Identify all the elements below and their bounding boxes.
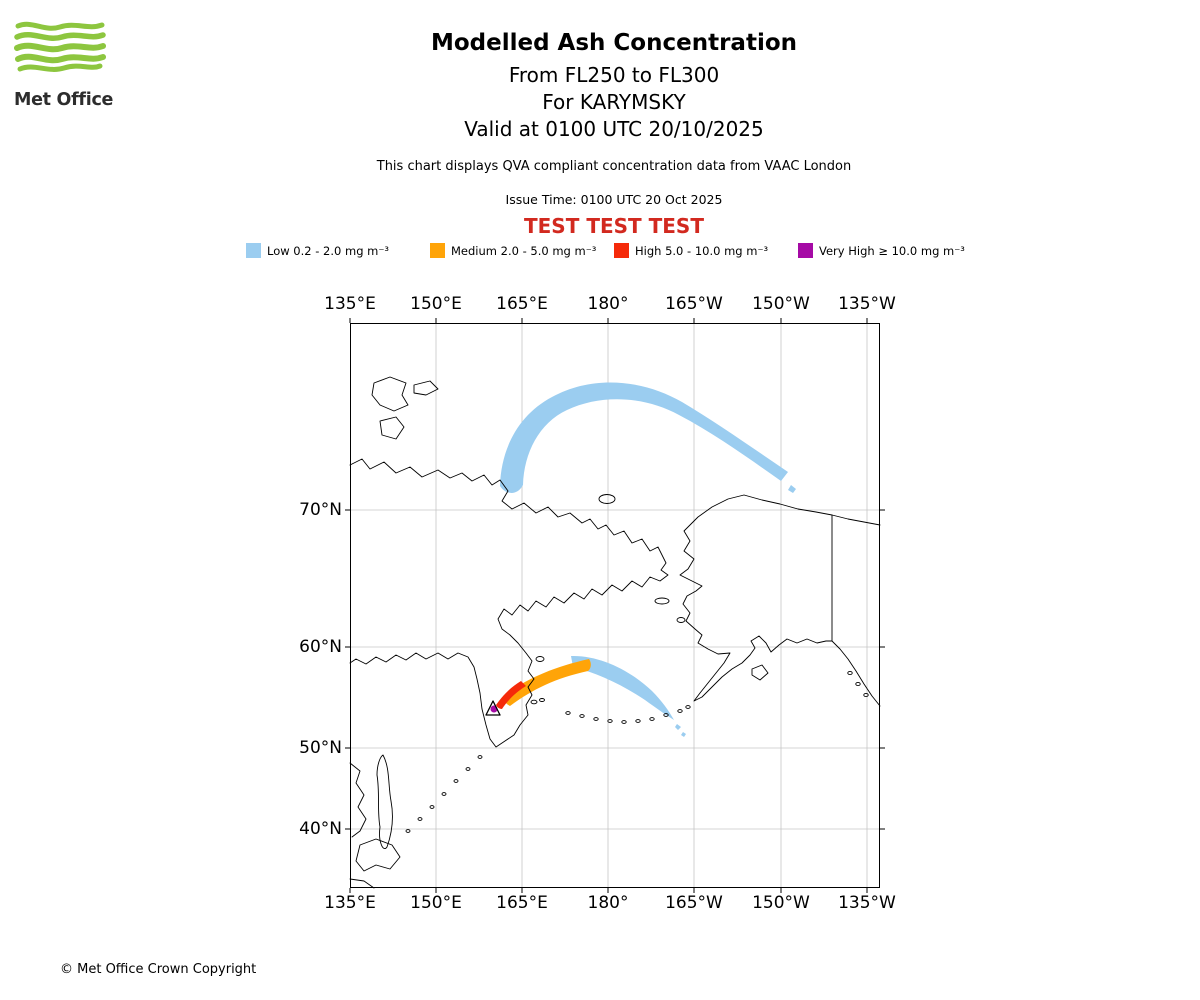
islands-panhandle <box>847 670 869 698</box>
x-tick-label-bottom: 180° <box>587 893 629 913</box>
legend-label-medium: Medium 2.0 - 5.0 mg m⁻³ <box>451 243 597 258</box>
compliance-note: This chart displays QVA compliant concen… <box>376 159 852 174</box>
x-tick-label-bottom: 135°W <box>838 893 896 913</box>
legend-label-high: High 5.0 - 10.0 mg m⁻³ <box>635 243 769 258</box>
graticule-grid <box>350 323 880 888</box>
page-title: Modelled Ash Concentration <box>430 30 798 56</box>
met-office-wordmark: Met Office <box>14 90 114 110</box>
legend-item-very-high: Very High ≥ 10.0 mg m⁻³ <box>798 243 982 258</box>
islands-aleutian-chain <box>565 705 691 724</box>
island-new-siberian <box>371 376 439 440</box>
ash-map <box>345 318 885 893</box>
map-frame <box>350 323 880 888</box>
plume-medium-main <box>503 659 591 706</box>
x-tick-label-top: 165°E <box>496 294 548 314</box>
volcano-marker-icon <box>485 700 501 716</box>
legend-swatch-high-icon <box>614 243 629 258</box>
island-karaginsky <box>535 656 545 662</box>
y-tick-label: 40°N <box>299 819 342 839</box>
legend-label-very-high: Very High ≥ 10.0 mg m⁻³ <box>819 243 965 258</box>
island-wrangel <box>598 494 616 504</box>
flight-levels-subtitle: From FL250 to FL300 <box>508 63 720 87</box>
coast-alaska <box>679 494 881 707</box>
plume-high-main <box>496 681 526 709</box>
x-tick-label-top: 135°E <box>324 294 376 314</box>
island-nunivak <box>676 617 686 623</box>
x-tick-label-top: 135°W <box>838 294 896 314</box>
coast-far-east <box>349 762 367 838</box>
x-tick-label-top: 150°W <box>752 294 810 314</box>
y-tick-label: 50°N <box>299 738 342 758</box>
legend-item-high: High 5.0 - 10.0 mg m⁻³ <box>614 243 798 258</box>
x-tick-label-top: 150°E <box>410 294 462 314</box>
legend-label-low: Low 0.2 - 2.0 mg m⁻³ <box>267 243 390 258</box>
plume-low-arctic <box>500 382 796 493</box>
islands-kuril-chain <box>405 755 483 833</box>
coastlines <box>349 376 881 889</box>
met-office-logo <box>14 18 124 80</box>
valid-time-subtitle: Valid at 0100 UTC 20/10/2025 <box>464 117 764 141</box>
ash-map-canvas <box>345 318 885 893</box>
x-tick-label-bottom: 150°W <box>752 893 810 913</box>
x-tick-label-top: 165°W <box>665 294 723 314</box>
x-tick-label-top: 180° <box>587 294 629 314</box>
issue-time: Issue Time: 0100 UTC 20 Oct 2025 <box>505 192 723 207</box>
x-tick-label-bottom: 165°W <box>665 893 723 913</box>
concentration-legend: Low 0.2 - 2.0 mg m⁻³ Medium 2.0 - 5.0 mg… <box>28 243 1200 258</box>
island-kodiak <box>751 664 769 681</box>
island-hokkaido <box>355 838 401 872</box>
copyright-notice: © Met Office Crown Copyright <box>60 962 257 977</box>
met-office-waves-icon <box>14 21 106 72</box>
island-sakhalin <box>376 754 393 849</box>
x-tick-label-bottom: 135°E <box>324 893 376 913</box>
x-tick-label-bottom: 150°E <box>410 893 462 913</box>
legend-swatch-medium-icon <box>430 243 445 258</box>
x-tick-label-bottom: 165°E <box>496 893 548 913</box>
legend-swatch-very-high-icon <box>798 243 813 258</box>
coast-honshu <box>349 878 375 889</box>
test-banner: TEST TEST TEST <box>524 214 704 238</box>
island-st-lawrence <box>654 597 670 605</box>
volcano-subtitle: For KARYMSKY <box>542 90 686 114</box>
islands-commander <box>530 698 545 705</box>
coast-siberia-kamchatka <box>349 458 669 748</box>
legend-item-medium: Medium 2.0 - 5.0 mg m⁻³ <box>430 243 614 258</box>
legend-item-low: Low 0.2 - 2.0 mg m⁻³ <box>246 243 430 258</box>
legend-swatch-low-icon <box>246 243 261 258</box>
axis-ticks <box>345 318 885 893</box>
y-tick-label: 60°N <box>299 637 342 657</box>
y-tick-label: 70°N <box>299 500 342 520</box>
